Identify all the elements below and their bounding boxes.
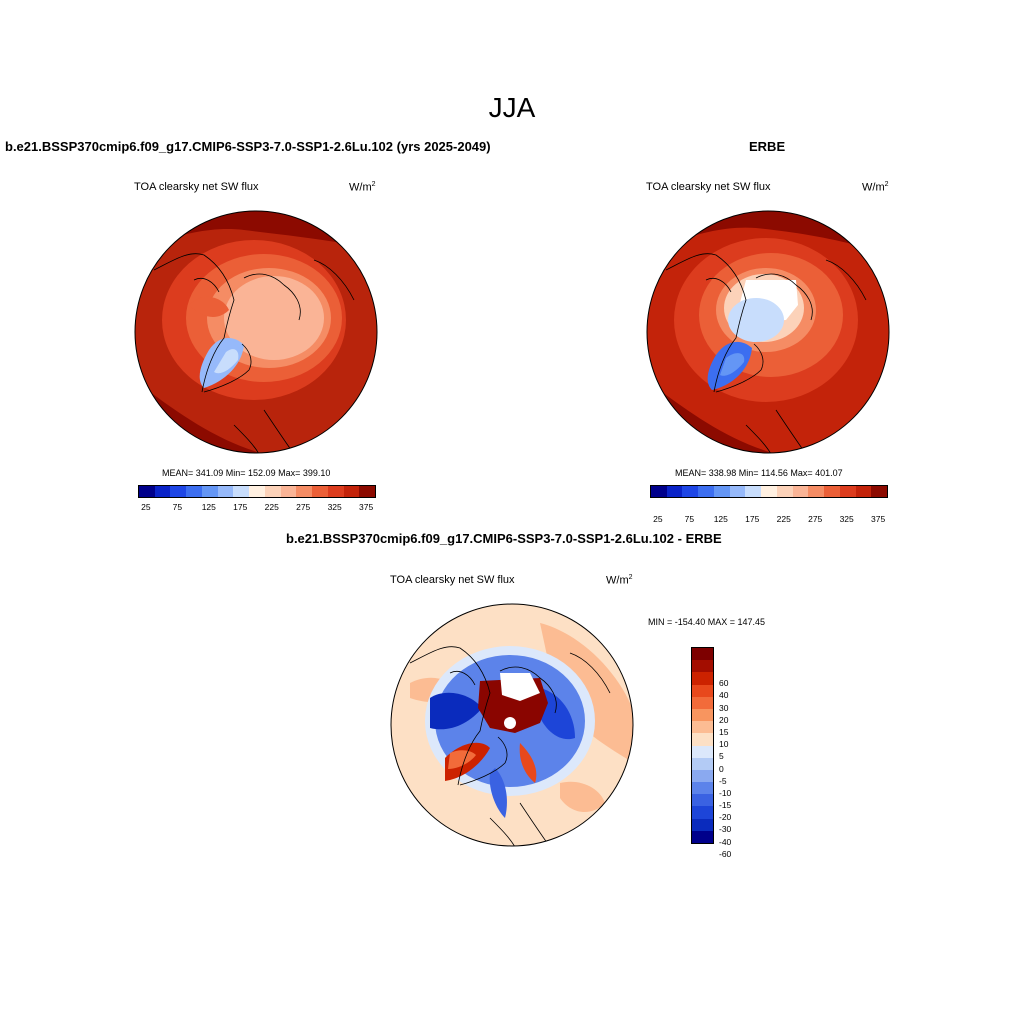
colorbar-swatch: [312, 486, 328, 497]
colorbar-tick-label: 125: [713, 514, 728, 524]
colorbar-tick-label: 325: [327, 502, 342, 512]
diff-units: W/m2: [606, 574, 633, 587]
colorbar-tick-label: 225: [264, 502, 279, 512]
colorbar-swatch: [729, 486, 746, 497]
colorbar-tick-label: -40: [719, 836, 732, 847]
colorbar-tick-label: 375: [871, 514, 886, 524]
colorbar-tick-label: 125: [201, 502, 216, 512]
colorbar-swatch: [327, 486, 344, 497]
colorbar-swatch: [139, 486, 155, 497]
colorbar-swatch: [692, 794, 713, 807]
colorbar-swatch: [855, 486, 872, 497]
colorbar-swatch: [249, 486, 265, 497]
colorbar-swatch: [692, 818, 713, 831]
colorbar-tick-label: 175: [745, 514, 760, 524]
obs-polar-map: [646, 210, 890, 454]
colorbar-swatch: [296, 486, 313, 497]
obs-units: W/m2: [862, 181, 889, 194]
colorbar-tick-label: 75: [684, 514, 695, 524]
colorbar-swatch: [776, 486, 793, 497]
colorbar-swatch: [761, 486, 777, 497]
colorbar-swatch: [692, 684, 713, 697]
colorbar-swatch: [692, 660, 713, 673]
colorbar-swatch: [692, 648, 713, 661]
diff-colorbar: [691, 647, 714, 844]
colorbar-swatch: [170, 486, 187, 497]
model-units: W/m2: [349, 181, 376, 194]
model-colorbar-ticks: 25 75 125 175 225 275 325 375: [138, 502, 374, 514]
colorbar-swatch: [186, 486, 202, 497]
colorbar-swatch: [808, 486, 825, 497]
model-stats: MEAN= 341.09 Min= 152.09 Max= 399.10: [162, 468, 331, 478]
colorbar-swatch: [692, 806, 713, 819]
colorbar-swatch: [682, 486, 699, 497]
colorbar-tick-label: -20: [719, 812, 732, 823]
colorbar-tick-label: 375: [359, 502, 374, 512]
colorbar-swatch: [692, 708, 713, 722]
colorbar-swatch: [839, 486, 856, 497]
obs-stats: MEAN= 338.98 Min= 114.56 Max= 401.07: [675, 468, 843, 478]
colorbar-swatch: [343, 486, 360, 497]
model-colorbar: [138, 485, 376, 498]
colorbar-swatch: [217, 486, 234, 497]
colorbar-swatch: [692, 830, 713, 843]
colorbar-swatch: [692, 721, 713, 734]
colorbar-tick-label: 275: [296, 502, 311, 512]
colorbar-swatch: [154, 486, 171, 497]
colorbar-swatch: [359, 486, 376, 497]
colorbar-tick-label: -30: [719, 824, 732, 835]
colorbar-tick-label: 175: [233, 502, 248, 512]
diff-colorbar-ticks: 60 40 30 20 15 10 5 0 -5 -10 -15 -20 -30 -40 -60: [719, 671, 759, 866]
colorbar-swatch: [201, 486, 218, 497]
colorbar-swatch: [692, 672, 713, 685]
colorbar-tick-label: 10: [719, 739, 729, 750]
colorbar-tick-label: 25: [141, 502, 151, 512]
colorbar-tick-label: -5: [719, 775, 727, 786]
colorbar-swatch: [692, 696, 713, 709]
colorbar-swatch: [651, 486, 667, 497]
colorbar-swatch: [692, 769, 713, 783]
colorbar-tick-label: 20: [719, 714, 729, 725]
colorbar-tick-label: -60: [719, 848, 732, 859]
colorbar-swatch: [280, 486, 297, 497]
colorbar-tick-label: 225: [776, 514, 791, 524]
colorbar-tick-label: 5: [719, 751, 724, 762]
colorbar-swatch: [233, 486, 250, 497]
colorbar-tick-label: 30: [719, 702, 729, 713]
colorbar-swatch: [692, 782, 713, 795]
colorbar-swatch: [692, 745, 713, 758]
colorbar-tick-label: -10: [719, 787, 732, 798]
colorbar-swatch: [698, 486, 714, 497]
colorbar-swatch: [264, 486, 281, 497]
colorbar-swatch: [871, 486, 888, 497]
colorbar-swatch: [713, 486, 730, 497]
obs-field-label: TOA clearsky net SW flux: [646, 181, 771, 193]
colorbar-swatch: [692, 757, 713, 770]
colorbar-swatch: [792, 486, 809, 497]
colorbar-tick-label: 60: [719, 678, 729, 689]
diff-stats: MIN = -154.40 MAX = 147.45: [648, 617, 766, 627]
colorbar-swatch: [666, 486, 683, 497]
colorbar-tick-label: -15: [719, 800, 732, 811]
diff-field-label: TOA clearsky net SW flux: [390, 574, 515, 586]
colorbar-tick-label: 40: [719, 690, 729, 701]
colorbar-tick-label: 275: [808, 514, 823, 524]
colorbar-tick-label: 0: [719, 763, 724, 774]
season-title: JJA: [488, 92, 536, 123]
model-field-label: TOA clearsky net SW flux: [134, 181, 259, 193]
colorbar-tick-label: 25: [653, 514, 663, 524]
colorbar-swatch: [692, 733, 713, 746]
obs-colorbar-ticks: 25 75 125 175 225 275 325 375: [650, 514, 886, 526]
colorbar-tick-label: 15: [719, 726, 729, 737]
diff-panel-title: b.e21.BSSP370cmip6.f09_g17.CMIP6-SSP3-7.…: [286, 531, 722, 546]
obs-panel-title: ERBE: [749, 139, 786, 154]
model-polar-map: [134, 210, 378, 454]
colorbar-tick-label: 325: [839, 514, 854, 524]
colorbar-tick-label: 75: [172, 502, 183, 512]
colorbar-swatch: [824, 486, 840, 497]
colorbar-swatch: [745, 486, 762, 497]
model-panel-title: b.e21.BSSP370cmip6.f09_g17.CMIP6-SSP3-7.…: [5, 139, 491, 154]
diff-polar-map: [390, 603, 634, 847]
obs-colorbar: [650, 485, 888, 498]
